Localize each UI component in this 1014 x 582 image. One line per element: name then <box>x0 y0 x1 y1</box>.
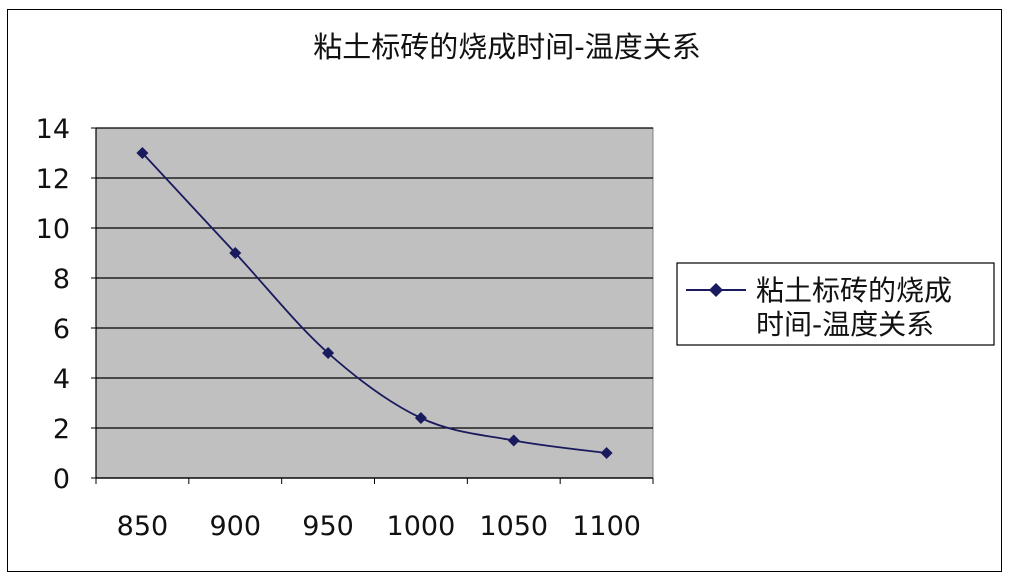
x-tick-label: 1050 <box>479 511 548 542</box>
x-tick-label: 850 <box>117 511 169 542</box>
x-tick-label: 1000 <box>387 511 456 542</box>
x-tick-label: 1100 <box>572 511 641 542</box>
plot-area <box>95 127 654 479</box>
legend-label-line2: 时间-温度关系 <box>756 308 934 341</box>
y-tick-label: 4 <box>53 364 70 395</box>
y-tick-label: 8 <box>53 264 70 295</box>
series-line <box>136 147 613 459</box>
chart-title: 粘土标砖的烧成时间-温度关系 <box>313 30 700 64</box>
y-tick-label: 12 <box>36 164 70 195</box>
y-tick-label: 6 <box>53 314 70 345</box>
data-point-marker <box>600 447 613 459</box>
x-axis: 850 900 950 1000 1050 1100 <box>95 477 654 542</box>
x-tick-label: 950 <box>302 511 354 542</box>
legend-label-line1: 粘土标砖的烧成 <box>756 274 952 307</box>
y-tick-label: 2 <box>53 414 70 445</box>
x-tick-label: 900 <box>209 511 261 542</box>
data-point-marker <box>322 347 335 359</box>
legend-marker <box>709 283 723 297</box>
y-tick-label: 0 <box>53 464 70 495</box>
data-point-marker <box>136 147 149 159</box>
data-point-marker <box>414 412 427 424</box>
data-point-marker <box>229 247 242 259</box>
y-tick-label: 14 <box>36 114 70 145</box>
data-point-marker <box>507 434 520 447</box>
y-axis: 0 2 4 6 8 10 12 14 <box>36 114 97 495</box>
legend-box <box>676 262 995 346</box>
y-tick-label: 10 <box>36 214 70 245</box>
legend: 粘土标砖的烧成 时间-温度关系 <box>676 262 995 346</box>
